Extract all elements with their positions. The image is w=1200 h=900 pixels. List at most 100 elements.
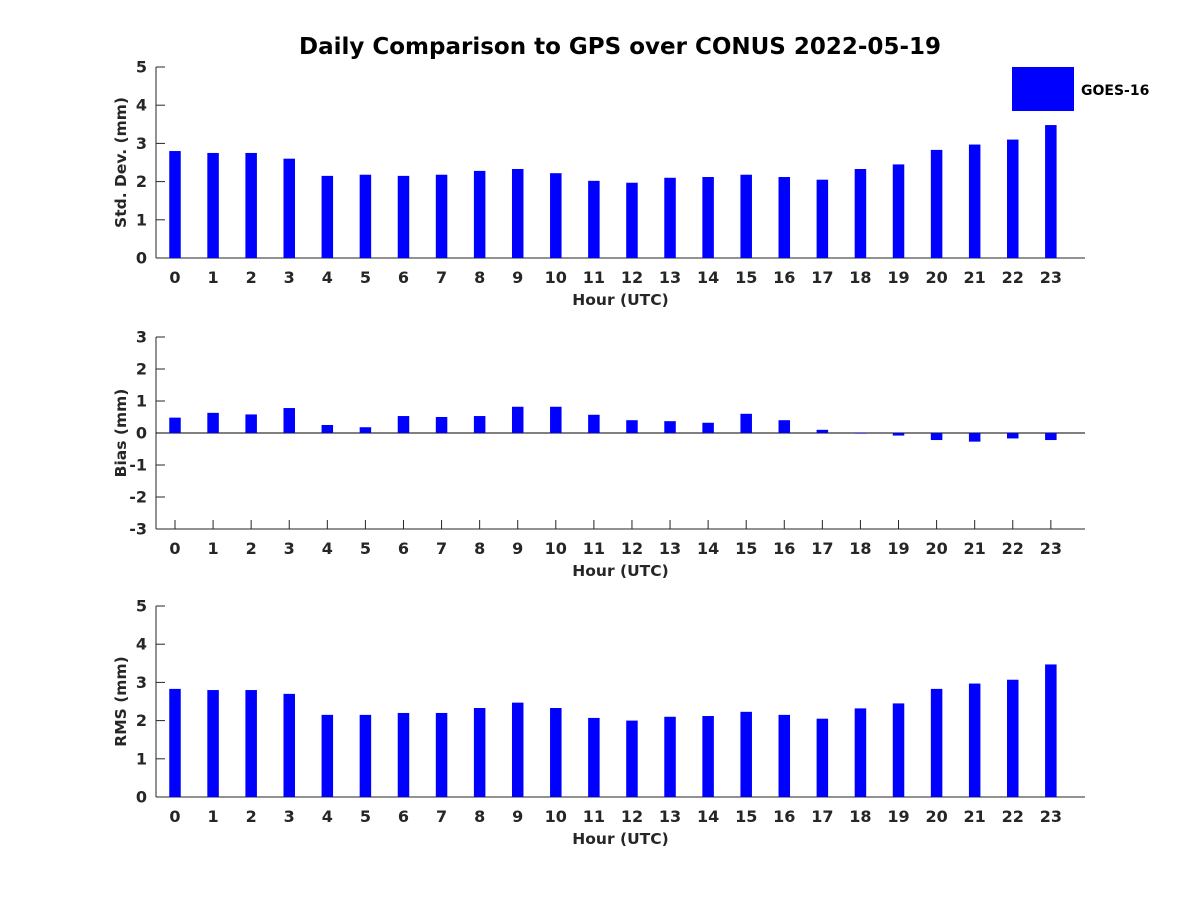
x-tick-label: 3 (284, 539, 295, 558)
y-tick-label: 4 (136, 635, 147, 654)
bar-hour-16 (778, 177, 791, 258)
x-tick-label: 12 (621, 539, 643, 558)
bar-hour-6 (397, 175, 410, 258)
bar-hour-18 (854, 708, 867, 797)
y-axis-label: Bias (mm) (112, 389, 130, 478)
x-tick-label: 6 (398, 807, 409, 826)
x-tick-label: 6 (398, 268, 409, 287)
bar-hour-1 (207, 152, 219, 258)
x-tick-label: 16 (773, 807, 795, 826)
x-tick-label: 0 (169, 268, 180, 287)
bar-hour-9 (511, 406, 524, 433)
bar-hour-1 (207, 412, 219, 433)
x-tick-label: 18 (849, 807, 871, 826)
bar-hour-0 (169, 151, 181, 258)
x-tick-label: 12 (621, 268, 643, 287)
chart-title: Daily Comparison to GPS over CONUS 2022-… (299, 34, 941, 60)
bar-hour-8 (473, 707, 486, 797)
x-tick-label: 7 (436, 539, 447, 558)
x-tick-label: 9 (512, 268, 523, 287)
y-tick-label: 0 (136, 424, 147, 443)
bar-hour-7 (435, 174, 448, 258)
x-tick-label: 23 (1040, 807, 1062, 826)
bar-hour-7 (435, 712, 448, 797)
bar-hour-15 (740, 413, 752, 433)
y-axis-label: Std. Dev. (mm) (112, 97, 130, 228)
y-tick-label: 5 (136, 58, 147, 77)
x-tick-label: 9 (512, 539, 523, 558)
bar-hour-12 (626, 420, 638, 433)
y-tick-label: 0 (136, 788, 147, 807)
legend-label: GOES-16 (1081, 83, 1149, 99)
x-tick-label: 0 (169, 539, 180, 558)
bar-hour-14 (702, 422, 714, 433)
x-tick-label: 13 (659, 268, 681, 287)
x-tick-label: 10 (545, 807, 567, 826)
x-tick-label: 20 (925, 268, 947, 287)
x-tick-label: 23 (1040, 268, 1062, 287)
bar-hour-13 (664, 421, 676, 433)
y-tick-label: -2 (129, 488, 147, 507)
bar-hour-4 (321, 714, 334, 797)
x-tick-label: 3 (284, 807, 295, 826)
x-tick-label: 10 (545, 539, 567, 558)
bar-hour-12 (626, 720, 638, 797)
bar-hour-6 (397, 416, 410, 433)
bar-hour-9 (511, 168, 524, 258)
x-tick-label: 8 (474, 807, 485, 826)
x-tick-label: 8 (474, 539, 485, 558)
x-axis-label: Hour (UTC) (572, 562, 668, 580)
x-tick-label: 20 (925, 807, 947, 826)
x-tick-label: 7 (436, 268, 447, 287)
bar-hour-15 (740, 174, 752, 258)
y-tick-label: 2 (136, 711, 147, 730)
x-tick-label: 11 (583, 268, 605, 287)
y-tick-label: 3 (136, 673, 147, 692)
x-tick-label: 4 (322, 807, 333, 826)
y-tick-label: 2 (136, 172, 147, 191)
x-tick-label: 14 (697, 539, 719, 558)
bar-hour-3 (283, 158, 295, 258)
x-tick-label: 2 (246, 539, 257, 558)
x-tick-label: 8 (474, 268, 485, 287)
bar-hour-16 (778, 714, 791, 797)
x-tick-label: 5 (360, 539, 371, 558)
bar-hour-13 (664, 177, 676, 258)
x-tick-label: 18 (849, 268, 871, 287)
bar-hour-17 (816, 429, 829, 433)
x-tick-label: 10 (545, 268, 567, 287)
x-tick-label: 5 (360, 807, 371, 826)
y-tick-label: 1 (136, 749, 147, 768)
x-tick-label: 11 (583, 539, 605, 558)
x-tick-label: 21 (964, 539, 986, 558)
bar-hour-10 (550, 406, 562, 433)
bar-hour-1 (207, 690, 219, 797)
x-tick-label: 2 (246, 807, 257, 826)
x-tick-label: 22 (1002, 268, 1024, 287)
x-tick-label: 21 (964, 807, 986, 826)
bar-hour-10 (550, 173, 562, 258)
y-tick-label: 1 (136, 210, 147, 229)
y-tick-label: 3 (136, 134, 147, 153)
x-tick-label: 1 (208, 268, 219, 287)
bar-hour-4 (321, 175, 334, 258)
y-tick-label: 0 (136, 249, 147, 268)
x-tick-label: 23 (1040, 539, 1062, 558)
bar-hour-13 (664, 716, 676, 797)
x-tick-label: 17 (811, 539, 833, 558)
bar-hour-19 (892, 433, 905, 436)
legend-swatch (1012, 67, 1074, 111)
bar-hour-22 (1007, 679, 1019, 797)
x-tick-label: 1 (208, 539, 219, 558)
y-tick-label: 5 (136, 597, 147, 616)
bar-hour-23 (1045, 664, 1057, 797)
y-axis-label: RMS (mm) (112, 656, 130, 746)
x-tick-label: 16 (773, 539, 795, 558)
bar-hour-20 (930, 149, 943, 258)
bar-hour-3 (283, 693, 295, 797)
bar-hour-10 (550, 707, 562, 797)
bar-hour-23 (1045, 433, 1057, 441)
